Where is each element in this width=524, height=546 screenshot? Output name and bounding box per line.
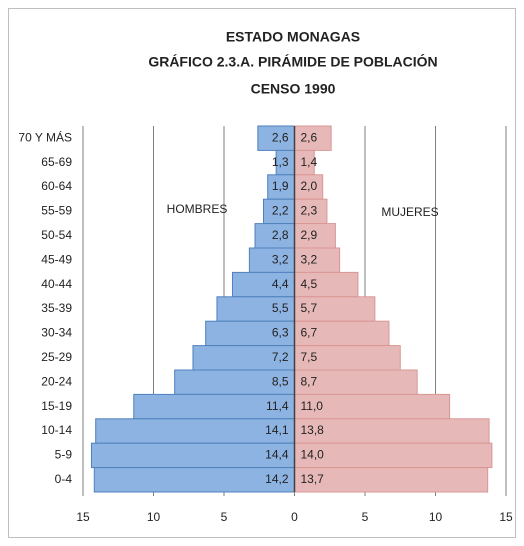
bar xyxy=(294,393,451,420)
x-tick-label: 5 xyxy=(362,510,369,524)
y-tick-label: 0-4 xyxy=(55,472,73,486)
bar xyxy=(254,223,296,249)
data-label: 4,4 xyxy=(272,277,289,291)
data-label: 13,8 xyxy=(301,423,325,437)
bar xyxy=(294,467,489,493)
y-tick-label: 65-69 xyxy=(41,155,72,169)
chart-title: ESTADO MONAGAS xyxy=(226,29,360,45)
data-label: 13,7 xyxy=(301,472,325,486)
y-tick-label: 30-34 xyxy=(41,326,72,340)
data-label: 11,4 xyxy=(266,399,289,413)
chart-subtitle: CENSO 1990 xyxy=(251,81,336,97)
data-label: 14,4 xyxy=(265,448,289,462)
bar xyxy=(262,198,296,225)
bar xyxy=(231,271,296,298)
y-tick-label: 70 Y MÁS xyxy=(18,129,72,144)
x-tick-label: 0 xyxy=(291,510,298,524)
y-tick-label: 60-64 xyxy=(41,179,72,193)
x-tick-label: 10 xyxy=(147,510,161,524)
y-tick-label: 25-29 xyxy=(41,350,72,364)
data-label: 2,3 xyxy=(301,204,318,218)
bar xyxy=(257,125,295,151)
data-label: 14,0 xyxy=(301,448,325,462)
x-tick-label: 15 xyxy=(499,510,513,524)
data-label: 2,2 xyxy=(272,204,289,218)
chart-subtitle: GRÁFICO 2.3.A. PIRÁMIDE DE POBLACIÓN xyxy=(148,53,437,70)
data-label: 2,0 xyxy=(301,179,318,193)
bar xyxy=(192,345,295,371)
y-tick-label: 10-14 xyxy=(41,423,72,437)
data-label: 8,5 xyxy=(272,374,289,388)
x-tick-label: 10 xyxy=(429,510,443,524)
data-label: 11,0 xyxy=(301,399,324,413)
data-label: 7,5 xyxy=(301,350,318,364)
bar xyxy=(93,467,295,493)
data-label: 5,7 xyxy=(301,301,318,315)
y-tick-label: 50-54 xyxy=(41,228,72,242)
data-label: 2,9 xyxy=(301,228,318,242)
x-tick-label: 15 xyxy=(76,510,90,524)
data-label: 6,3 xyxy=(272,326,289,340)
y-tick-label: 40-44 xyxy=(41,277,72,291)
y-tick-label: 35-39 xyxy=(41,301,72,315)
y-tick-label: 55-59 xyxy=(41,204,72,218)
data-label: 8,7 xyxy=(301,374,318,388)
bar xyxy=(248,247,296,273)
annotation: HOMBRES xyxy=(167,202,228,216)
bar xyxy=(294,247,341,273)
bar xyxy=(95,418,295,444)
bar xyxy=(294,271,359,298)
data-label: 6,7 xyxy=(301,326,318,340)
bar xyxy=(90,442,295,469)
y-tick-label: 20-24 xyxy=(41,374,72,388)
x-tick-label: 5 xyxy=(221,510,228,524)
data-label: 1,3 xyxy=(272,155,289,169)
data-label: 2,6 xyxy=(301,130,318,144)
data-label: 5,5 xyxy=(272,301,289,315)
data-label: 3,2 xyxy=(301,252,318,266)
data-label: 1,4 xyxy=(301,155,318,169)
bar xyxy=(294,125,332,151)
data-label: 14,1 xyxy=(265,423,289,437)
data-label: 2,6 xyxy=(272,130,289,144)
data-label: 7,2 xyxy=(272,350,289,364)
annotation: MUJERES xyxy=(381,205,438,219)
data-label: 4,5 xyxy=(301,277,318,291)
y-tick-label: 5-9 xyxy=(55,448,73,462)
data-label: 1,9 xyxy=(272,179,289,193)
bar xyxy=(294,345,401,371)
bar xyxy=(294,442,493,469)
y-tick-label: 15-19 xyxy=(41,399,72,413)
bar xyxy=(133,393,295,420)
bar xyxy=(294,174,324,200)
data-label: 2,8 xyxy=(272,228,289,242)
data-label: 14,2 xyxy=(265,472,289,486)
y-tick-label: 45-49 xyxy=(41,252,72,266)
bar xyxy=(294,198,328,225)
bar xyxy=(205,320,295,347)
bar xyxy=(294,418,490,444)
data-label: 3,2 xyxy=(272,252,289,266)
